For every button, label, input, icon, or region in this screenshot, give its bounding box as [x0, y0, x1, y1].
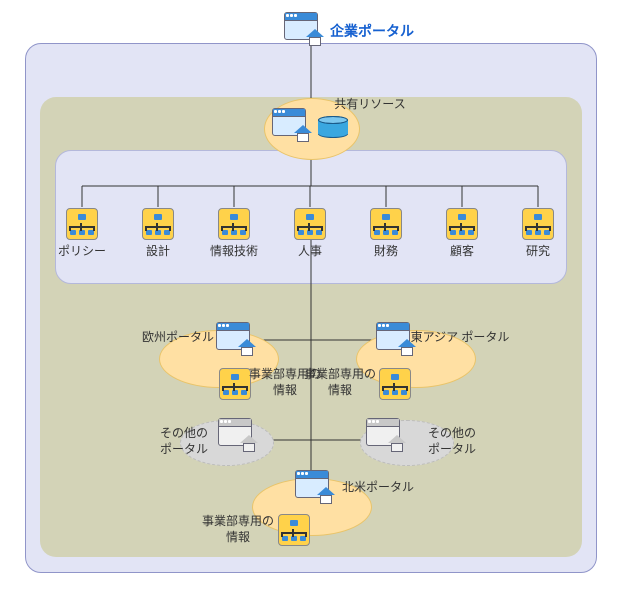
dept-icon-1: [142, 208, 174, 240]
portal-label-asia: 東アジア ポータル: [411, 330, 510, 346]
portal-label-other2: その他の ポータル: [428, 426, 476, 457]
dept-label-0: ポリシー: [58, 244, 106, 260]
root-portal-label: 企業ポータル: [330, 22, 414, 40]
shared-label: 共有リソース: [334, 97, 405, 113]
dept-label-3: 人事: [298, 244, 322, 260]
portal-label-other1: その他の ポータル: [160, 426, 208, 457]
portal-org-icon-na: [278, 514, 310, 546]
shared-app-icon: [272, 108, 312, 142]
diagram-canvas: 企業ポータル共有リソースポリシー 設計 情報技術 人事 財務 顧客 研究欧州ポータル事業部専…: [0, 0, 622, 593]
dept-icon-5: [446, 208, 478, 240]
dept-label-6: 研究: [526, 244, 550, 260]
shared-db-icon: [318, 116, 348, 138]
dept-label-5: 顧客: [450, 244, 474, 260]
portal-org-icon-eu: [219, 368, 251, 400]
dept-icon-3: [294, 208, 326, 240]
portal-app-icon-eu: [216, 322, 256, 356]
root-portal-icon: [284, 12, 324, 46]
dept-icon-0: [66, 208, 98, 240]
dept-label-1: 設計: [146, 244, 170, 260]
portal-app-icon-other2: [366, 418, 406, 452]
portal-app-icon-na: [295, 470, 335, 504]
portal-sublabel-na: 事業部専用の 情報: [202, 514, 274, 545]
dept-icon-2: [218, 208, 250, 240]
portal-label-na: 北米ポータル: [342, 480, 414, 496]
dept-icon-6: [522, 208, 554, 240]
portal-org-icon-asia: [379, 368, 411, 400]
portal-sublabel-asia: 事業部専用の 情報: [304, 367, 376, 398]
dept-icon-4: [370, 208, 402, 240]
portal-label-eu: 欧州ポータル: [142, 330, 214, 346]
dept-label-4: 財務: [374, 244, 398, 260]
dept-label-2: 情報技術: [210, 244, 258, 260]
portal-app-icon-other1: [218, 418, 258, 452]
